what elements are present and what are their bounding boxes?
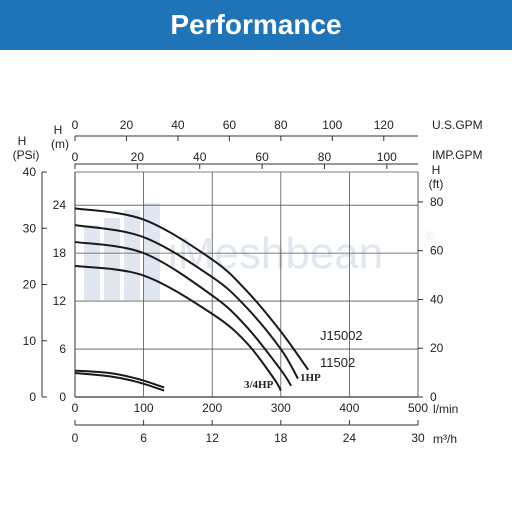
watermark-bar xyxy=(144,203,160,300)
psi-tick-label: 40 xyxy=(23,165,37,179)
usgpm-tick-label: 40 xyxy=(171,118,185,132)
impgpm-tick-label: 60 xyxy=(255,150,269,164)
watermark-registered-mark: ® xyxy=(425,229,434,243)
usgpm-tick-label: 100 xyxy=(322,118,342,132)
psi-tick-label: 30 xyxy=(23,221,37,235)
psi-axis-label-bottom: (PSi) xyxy=(13,148,40,162)
watermark-bar xyxy=(124,210,140,300)
curve-1hp xyxy=(74,240,292,387)
lmin-tick-label: 300 xyxy=(271,401,291,415)
psi-tick-label: 10 xyxy=(23,334,37,348)
lmin-tick-label: 0 xyxy=(72,401,79,415)
m-tick-label: 18 xyxy=(53,246,67,260)
m3h-tick-label: 0 xyxy=(72,431,79,445)
impgpm-axis-label: IMP.GPM xyxy=(432,148,482,162)
curve-j15002 xyxy=(74,207,310,371)
impgpm-tick-label: 0 xyxy=(72,150,79,164)
usgpm-tick-label: 0 xyxy=(72,118,79,132)
usgpm-tick-label: 120 xyxy=(374,118,394,132)
m-tick-label: 24 xyxy=(53,198,67,212)
top-axes xyxy=(41,135,418,426)
lmin-tick-label: 500 xyxy=(408,401,428,415)
series-label: 3/4HP xyxy=(244,379,274,391)
curves xyxy=(74,207,310,392)
ft-axis-label-bottom: (ft) xyxy=(429,177,444,191)
grid xyxy=(74,171,419,398)
ft-tick-label: 60 xyxy=(430,244,444,258)
impgpm-tick-label: 80 xyxy=(318,150,332,164)
lmin-axis-label: l/min xyxy=(433,402,458,416)
curve-3-4hp xyxy=(74,264,282,392)
m3h-tick-label: 24 xyxy=(343,431,357,445)
m3h-tick-label: 30 xyxy=(411,431,425,445)
ft-tick-label: 40 xyxy=(430,292,444,306)
ft-tick-label: 20 xyxy=(430,341,444,355)
m-axis-label-top: H xyxy=(54,123,63,137)
usgpm-axis-label: U.S.GPM xyxy=(432,118,483,132)
m-tick-label: 6 xyxy=(59,342,66,356)
m-tick-label: 0 xyxy=(59,390,66,404)
psi-axis-label-top: H xyxy=(18,134,27,148)
m-axis-label-bottom: (m) xyxy=(51,137,69,151)
curve-11502 xyxy=(74,224,299,380)
impgpm-tick-label: 20 xyxy=(131,150,145,164)
series-label: 11502 xyxy=(320,355,355,370)
m3h-tick-label: 18 xyxy=(274,431,288,445)
watermark-bar xyxy=(84,225,100,300)
impgpm-tick-label: 100 xyxy=(377,150,397,164)
psi-tick-label: 0 xyxy=(29,390,36,404)
lmin-tick-label: 200 xyxy=(202,401,222,415)
usgpm-tick-label: 20 xyxy=(120,118,134,132)
header-banner: Performance xyxy=(0,0,512,50)
lmin-tick-label: 400 xyxy=(339,401,359,415)
lmin-tick-label: 100 xyxy=(134,401,154,415)
series-label: 1HP xyxy=(300,372,321,384)
series-label: J15002 xyxy=(320,328,363,343)
impgpm-tick-label: 40 xyxy=(193,150,207,164)
ft-tick-label: 0 xyxy=(430,390,437,404)
m3h-axis-label: m³/h xyxy=(433,432,457,446)
m3h-tick-label: 12 xyxy=(206,431,220,445)
curve-small-pump-4 xyxy=(74,369,165,389)
usgpm-tick-label: 80 xyxy=(274,118,288,132)
psi-tick-label: 20 xyxy=(23,278,37,292)
ft-axis-label-top: H xyxy=(432,163,441,177)
usgpm-tick-label: 60 xyxy=(223,118,237,132)
m-tick-label: 12 xyxy=(53,294,67,308)
page-title: Performance xyxy=(170,9,342,40)
watermark-bar xyxy=(104,218,120,300)
ft-tick-label: 80 xyxy=(430,195,444,209)
m3h-tick-label: 6 xyxy=(140,431,147,445)
curve-small-pump-5 xyxy=(74,372,165,392)
